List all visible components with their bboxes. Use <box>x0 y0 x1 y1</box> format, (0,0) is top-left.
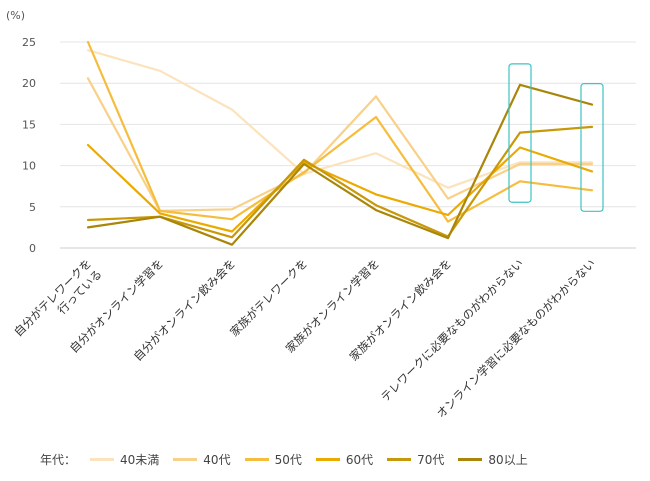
x-category-labels: 自分がテレワークを行っている自分がオンライン学習を自分がオンライン飲み会を家族が… <box>11 256 598 420</box>
legend-swatch <box>244 458 269 461</box>
highlight-box <box>580 83 604 212</box>
series-line <box>86 125 594 239</box>
legend-item: 40代 <box>173 451 231 468</box>
legend-title: 年代： <box>40 453 77 467</box>
legend-items: 40未満 40代 50代 60代 70代 80以上 <box>90 451 542 468</box>
y-tick-label: 25 <box>22 36 36 49</box>
grid-lines <box>60 41 636 249</box>
series-line <box>86 40 594 223</box>
y-tick-label: 5 <box>29 201 36 214</box>
y-tick-label: 10 <box>22 160 36 173</box>
legend-label: 40未満 <box>120 453 160 467</box>
y-unit-label: (%) <box>6 9 25 22</box>
legend-item: 80以上 <box>458 451 528 468</box>
legend-item: 40未満 <box>90 451 159 468</box>
highlight-boxes <box>508 63 604 212</box>
y-tick-label: 0 <box>29 242 36 255</box>
y-tick-label: 20 <box>22 77 36 90</box>
legend-item: 70代 <box>387 451 444 468</box>
series-line <box>86 143 594 233</box>
highlight-box <box>508 63 532 203</box>
legend-swatch <box>90 458 115 461</box>
series-lines <box>86 40 594 246</box>
legend-swatch <box>458 458 483 461</box>
category-label: 家族がテレワークを <box>227 256 310 339</box>
legend-label: 70代 <box>417 453 445 467</box>
category-label: テレワークに必要なものがわからない <box>378 256 526 404</box>
legend-label: 60代 <box>345 453 374 467</box>
category-label-line: 家族がテレワークを <box>227 256 310 339</box>
legend-label: 40代 <box>203 453 231 467</box>
series-line <box>86 83 594 246</box>
legend-label: 80以上 <box>488 453 528 467</box>
legend-label: 50代 <box>274 453 302 467</box>
series-line <box>86 77 594 212</box>
category-label: オンライン学習に必要なものがわからない <box>434 256 598 420</box>
legend-item: 50代 <box>244 451 302 468</box>
series-line <box>86 49 594 189</box>
category-label-line: テレワークに必要なものがわからない <box>378 256 526 404</box>
legend-swatch <box>315 458 340 461</box>
y-tick-label: 15 <box>22 118 36 131</box>
legend-item: 60代 <box>315 451 374 468</box>
legend-swatch <box>173 458 198 461</box>
legend: 年代： 40未満 40代 50代 60代 70代 80以上 <box>40 451 542 468</box>
legend-swatch <box>387 458 412 461</box>
y-tick-labels: 0 5 10 15 20 25 <box>22 36 36 255</box>
category-label-line: オンライン学習に必要なものがわからない <box>434 256 598 420</box>
